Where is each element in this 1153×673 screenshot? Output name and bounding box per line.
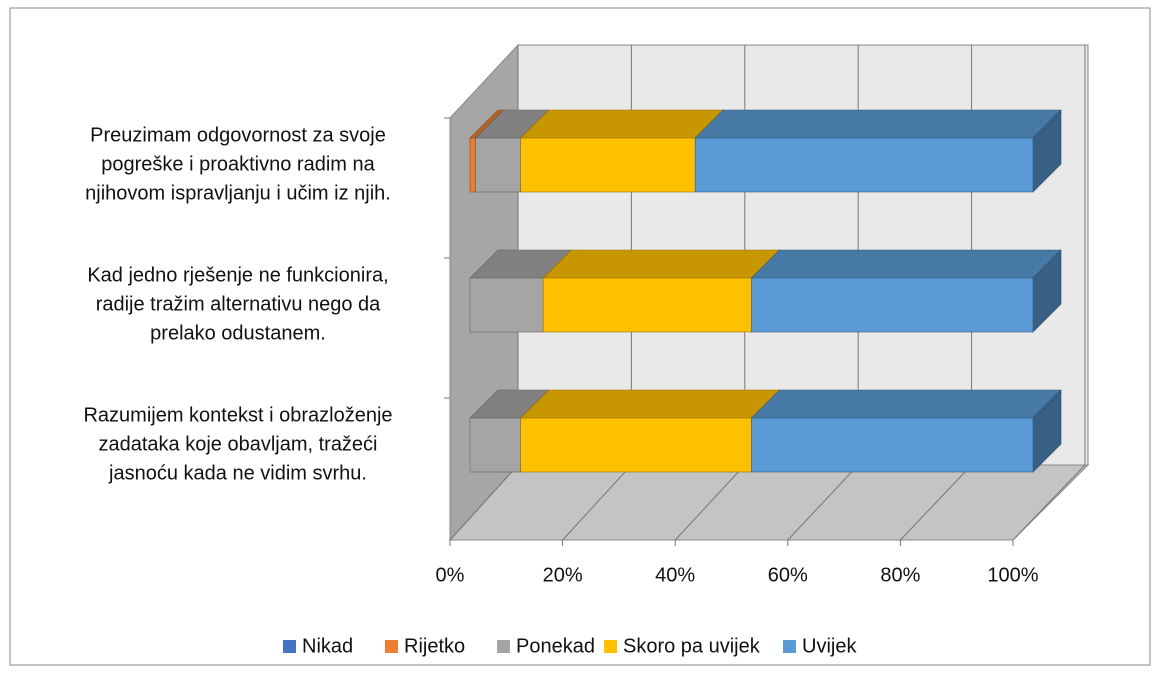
x-tick-label: 20% [543,564,583,586]
floor [448,464,1090,541]
grid-line [674,464,746,541]
legend-marker [783,640,796,653]
grid-line [787,464,859,541]
legend-label: Skoro pa uvijek [623,635,761,657]
bar [519,109,724,193]
grid-line [900,464,972,541]
x-tick-label: 100% [987,564,1038,586]
bar [750,249,1062,333]
legend-label: Uvijek [802,635,857,657]
legend-label: Nikad [302,635,353,657]
grid-line [1012,464,1086,541]
legend-label: Ponekad [516,635,595,657]
bar [750,389,1062,473]
bar [519,389,781,473]
x-tick-label: 80% [880,564,920,586]
bar [694,109,1062,193]
legend-marker [604,640,617,653]
legend-marker [497,640,510,653]
legend-marker [385,640,398,653]
x-tick-label: 0% [436,564,465,586]
grid-line [562,464,632,541]
y-tick-label: Preuzimam odgovornost za svoje pogreške … [85,124,391,205]
x-tick-label: 60% [768,564,808,586]
grid-line [449,464,519,541]
y-tick-label: Kad jedno rješenje ne funkcionira, radij… [87,264,389,345]
bar [542,249,781,333]
y-tick-label: Razumijem kontekst i obrazloženje zadata… [83,404,393,485]
legend-marker [283,640,296,653]
legend-label: Rijetko [404,635,465,657]
x-tick-label: 40% [655,564,695,586]
